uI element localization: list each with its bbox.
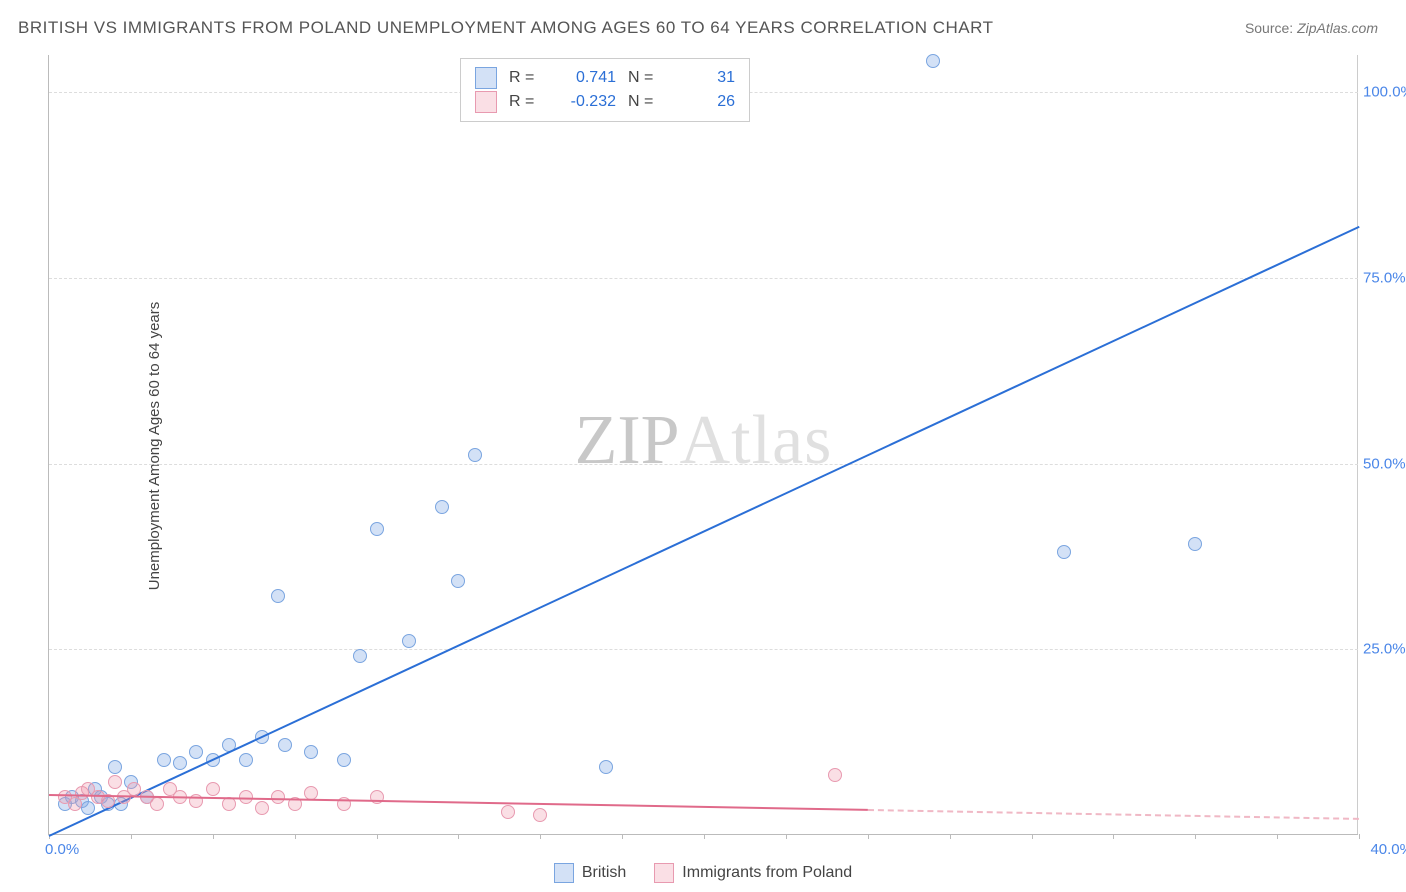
legend-n-value: 26 [675,93,735,111]
x-minor-tick [704,834,705,839]
chart-title: BRITISH VS IMMIGRANTS FROM POLAND UNEMPL… [18,18,993,38]
legend-r-value: -0.232 [556,93,616,111]
data-point [271,790,285,804]
gridline-h [49,278,1358,279]
x-minor-tick [213,834,214,839]
data-point [451,574,465,588]
legend-row: R = 0.741 N = 31 [475,67,735,89]
data-point [402,634,416,648]
legend-swatch [654,863,674,883]
data-point [278,738,292,752]
watermark-atlas: Atlas [680,402,833,479]
y-tick-label: 25.0% [1363,641,1406,658]
right-axis-line [1357,55,1358,834]
x-minor-tick [622,834,623,839]
x-minor-tick [377,834,378,839]
x-minor-tick [1195,834,1196,839]
gridline-h [49,464,1358,465]
trend-line [868,809,1359,820]
legend-n-label: N = [628,93,663,111]
data-point [304,745,318,759]
data-point [108,760,122,774]
legend-r-label: R = [509,93,544,111]
source-value: ZipAtlas.com [1297,20,1378,36]
legend-swatch [475,67,497,89]
data-point [468,448,482,462]
data-point [1188,537,1202,551]
data-point [353,649,367,663]
data-point [1057,545,1071,559]
x-tick-label: 0.0% [45,841,79,858]
data-point [599,760,613,774]
legend-r-value: 0.741 [556,69,616,87]
legend-row: R = -0.232 N = 26 [475,91,735,113]
legend-item: Immigrants from Poland [654,863,852,883]
data-point [239,753,253,767]
watermark-zip: ZIP [575,402,680,479]
trend-line [49,794,868,811]
x-minor-tick [295,834,296,839]
legend-swatch [475,91,497,113]
data-point [271,589,285,603]
x-minor-tick [950,834,951,839]
x-minor-tick [786,834,787,839]
data-point [370,522,384,536]
x-minor-tick [458,834,459,839]
legend-label: Immigrants from Poland [682,864,852,882]
x-minor-tick [1113,834,1114,839]
x-minor-tick [868,834,869,839]
legend-n-label: N = [628,69,663,87]
series-legend: British Immigrants from Poland [0,863,1406,888]
x-tick-label: 40.0% [1370,841,1406,858]
data-point [828,768,842,782]
y-tick-label: 50.0% [1363,455,1406,472]
data-point [189,745,203,759]
plot-area: ZIPAtlas 25.0%50.0%75.0%100.0%0.0%40.0% [48,55,1358,835]
legend-n-value: 31 [675,69,735,87]
gridline-h [49,649,1358,650]
legend-r-label: R = [509,69,544,87]
data-point [926,54,940,68]
data-point [255,801,269,815]
data-point [150,797,164,811]
data-point [127,782,141,796]
data-point [222,797,236,811]
x-minor-tick [540,834,541,839]
y-tick-label: 100.0% [1363,84,1406,101]
data-point [533,808,547,822]
x-minor-tick [131,834,132,839]
x-minor-tick [1032,834,1033,839]
watermark: ZIPAtlas [575,401,833,481]
y-tick-label: 75.0% [1363,269,1406,286]
data-point [206,782,220,796]
legend-swatch [554,863,574,883]
data-point [337,753,351,767]
data-point [157,753,171,767]
source-attribution: Source: ZipAtlas.com [1245,20,1378,36]
data-point [173,756,187,770]
legend-item: British [554,863,626,883]
source-label: Source: [1245,20,1293,36]
x-minor-tick [1277,834,1278,839]
data-point [501,805,515,819]
x-minor-tick [1359,834,1360,839]
legend-label: British [582,864,626,882]
correlation-legend: R = 0.741 N = 31 R = -0.232 N = 26 [460,58,750,122]
data-point [435,500,449,514]
data-point [108,775,122,789]
trend-line [49,226,1360,837]
